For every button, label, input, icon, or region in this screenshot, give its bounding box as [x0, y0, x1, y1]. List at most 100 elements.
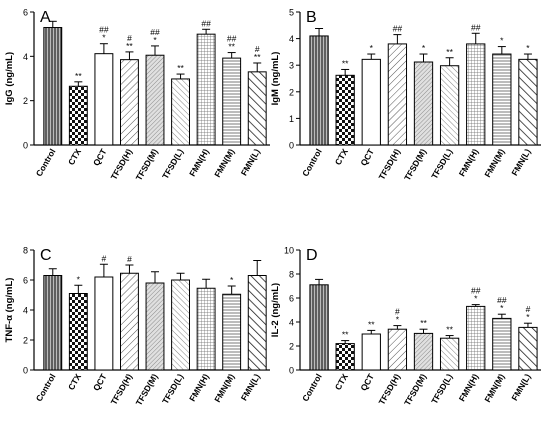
bar-fmnh [196, 33, 216, 146]
bar-control [43, 27, 63, 146]
x-tick-label: FMN(L) [509, 372, 532, 402]
y-axis-title: IgM (ng/mL) [270, 52, 281, 106]
significance-mark: ## [393, 24, 403, 34]
bar-fmnm [492, 53, 512, 146]
x-tick-label: FMN(M) [482, 147, 506, 179]
y-axis-title: IgG (ng/mL) [4, 52, 15, 105]
x-tick-label: TFSD(H) [109, 147, 135, 182]
x-tick-label: FMN(L) [239, 147, 262, 177]
y-tick-label: 6 [23, 276, 28, 286]
bar-qct [361, 333, 381, 371]
y-tick-label: 4 [289, 34, 294, 44]
y-tick-label: 10 [284, 246, 294, 256]
significance-mark: ** [446, 47, 453, 57]
x-tick-label: CTX [333, 372, 350, 392]
bar-fmnm [222, 57, 242, 146]
significance-mark: * [500, 36, 504, 46]
bar-tfsdm [145, 54, 165, 146]
significance-mark: * [422, 43, 426, 53]
y-tick-label: 4 [23, 52, 28, 62]
x-tick-label: TFSD(L) [160, 147, 185, 181]
y-tick-label: 8 [23, 246, 28, 256]
bar-fmnl [518, 326, 538, 371]
significance-mark: # [255, 44, 260, 54]
significance-mark: * [77, 274, 81, 284]
panel-letter: C [40, 247, 52, 264]
bar-tfsdh [387, 43, 408, 146]
x-tick-label: Control [300, 372, 324, 403]
x-tick-label: TFSD(M) [134, 372, 160, 407]
significance-mark: * [153, 35, 157, 45]
significance-mark: * [500, 303, 504, 313]
y-tick-label: 0 [289, 366, 294, 376]
significance-mark: # [526, 304, 531, 314]
significance-mark: ## [201, 18, 211, 28]
significance-mark: # [127, 33, 132, 43]
significance-mark: # [395, 307, 400, 317]
significance-mark: ** [342, 330, 349, 340]
bar-ctx [68, 293, 88, 371]
bar-tfsdh [387, 328, 408, 371]
x-tick-label: Control [34, 372, 58, 403]
y-tick-label: 0 [289, 141, 294, 151]
bar-fmnl [247, 275, 267, 371]
significance-mark: * [526, 312, 530, 322]
x-tick-label: TFSD(H) [109, 372, 135, 407]
bar-qct [94, 53, 114, 146]
x-tick-label: FMN(H) [187, 372, 211, 403]
x-tick-label: TFSD(L) [429, 372, 454, 406]
bar-control [309, 35, 329, 146]
y-tick-label: 6 [289, 294, 294, 304]
bar-tfsdh [120, 272, 139, 371]
x-tick-label: TFSD(L) [160, 372, 185, 406]
bar-qct [94, 276, 114, 371]
y-tick-label: 2 [23, 336, 28, 346]
x-tick-label: FMN(H) [187, 147, 211, 178]
bar-control [309, 284, 329, 371]
significance-mark: ** [177, 63, 184, 73]
significance-mark: ** [420, 318, 427, 328]
significance-mark: ## [99, 25, 109, 35]
panel-letter: D [306, 247, 318, 264]
bar-fmnh [466, 43, 486, 146]
bar-tfsdl [171, 279, 191, 371]
y-tick-label: 4 [289, 318, 294, 328]
x-tick-label: CTX [66, 372, 83, 392]
significance-mark: * [370, 43, 374, 53]
significance-mark: ** [126, 41, 133, 51]
significance-mark: * [102, 33, 106, 43]
bar-fmnm [492, 317, 512, 371]
significance-mark: ## [227, 34, 237, 44]
bar-tfsdl [439, 65, 460, 146]
significance-mark: ## [497, 295, 507, 305]
bar-ctx [335, 343, 355, 371]
significance-mark: # [102, 253, 107, 263]
significance-mark: * [526, 43, 530, 53]
x-tick-label: Control [300, 147, 324, 178]
significance-mark: ## [150, 27, 160, 37]
y-tick-label: 0 [23, 141, 28, 151]
bar-ctx [68, 85, 88, 146]
y-tick-label: 3 [289, 61, 294, 71]
x-tick-label: FMN(M) [212, 372, 236, 404]
x-tick-label: QCT [358, 371, 376, 392]
x-tick-label: CTX [333, 147, 350, 167]
significance-mark: * [396, 315, 400, 325]
significance-mark: # [127, 254, 132, 264]
bar-tfsdl [439, 337, 460, 371]
y-tick-label: 2 [289, 342, 294, 352]
bar-fmnl [247, 71, 267, 146]
significance-mark: * [230, 275, 234, 285]
y-tick-label: 1 [289, 114, 294, 124]
y-tick-label: 2 [289, 87, 294, 97]
x-tick-label: FMN(M) [482, 372, 506, 404]
x-tick-label: FMN(L) [509, 147, 532, 177]
x-tick-label: FMN(H) [457, 372, 481, 403]
bar-fmnl [518, 58, 538, 146]
significance-mark: ** [228, 42, 235, 52]
